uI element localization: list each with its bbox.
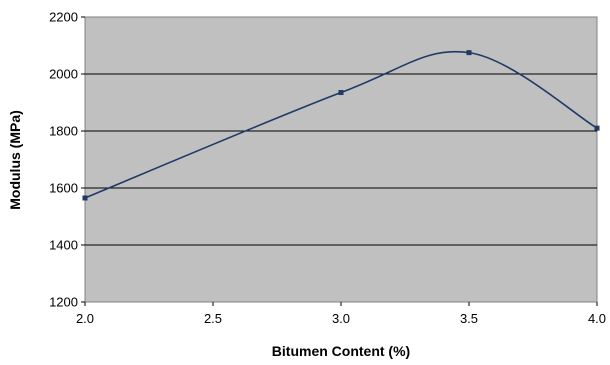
y-axis-title: Modulus (MPa) <box>7 110 23 210</box>
data-point-marker <box>82 195 88 201</box>
data-point-marker <box>594 125 600 131</box>
x-tick-label: 4.0 <box>588 311 606 326</box>
x-axis-ticks: 2.0 2.5 3.0 3.5 4.0 <box>76 302 606 326</box>
series <box>82 50 600 201</box>
y-axis-ticks: 1200 1400 1600 1800 2000 2200 <box>49 10 85 310</box>
data-point-marker <box>338 90 344 96</box>
y-tick-label: 2000 <box>49 67 78 82</box>
x-axis-title: Bitumen Content (%) <box>272 343 410 359</box>
x-tick-label: 3.0 <box>332 311 350 326</box>
data-point-marker <box>466 50 472 56</box>
x-tick-label: 2.0 <box>76 311 94 326</box>
y-tick-label: 1400 <box>49 238 78 253</box>
plot-area <box>84 16 598 303</box>
x-tick-label: 2.5 <box>204 311 222 326</box>
grid <box>85 73 597 246</box>
x-tick-label: 3.5 <box>460 311 478 326</box>
y-tick-label: 1200 <box>49 295 78 310</box>
series-line <box>84 50 598 199</box>
y-tick-label: 2200 <box>49 10 78 25</box>
y-tick-label: 1800 <box>49 124 78 139</box>
y-tick-label: 1600 <box>49 181 78 196</box>
